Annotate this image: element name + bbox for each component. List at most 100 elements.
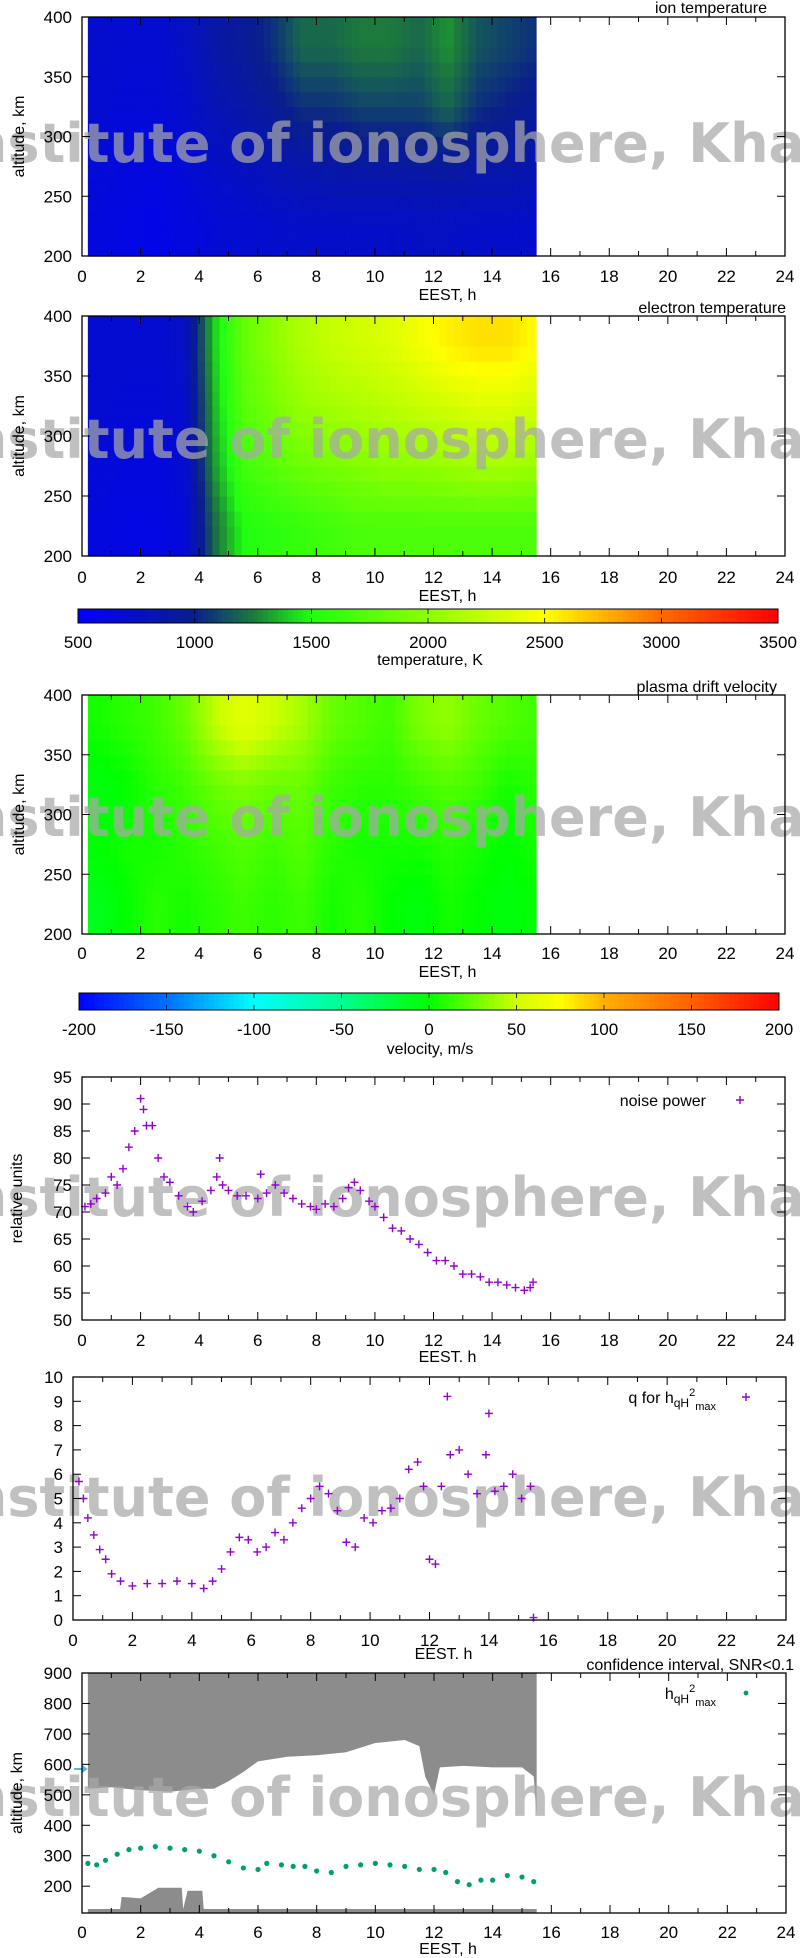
ion-heatmap-cell: [380, 121, 389, 138]
velocity-heatmap-cell: [109, 769, 118, 786]
velocity-heatmap-cell: [410, 874, 418, 890]
velocity-heatmap-cell: [344, 799, 353, 816]
electron-heatmap-cell: [534, 346, 537, 362]
velocity_colorbar-color-segment: [169, 993, 175, 1010]
ion-heatmap-cell: [505, 76, 514, 93]
electron-heatmap-cell: [153, 391, 162, 407]
ion-heatmap-cell: [475, 196, 484, 212]
ion-heatmap-cell: [226, 166, 235, 182]
electron-heatmap-cell: [124, 376, 133, 392]
ion-heatmap-cell: [241, 17, 250, 33]
ion-heatmap-cell: [497, 121, 506, 138]
electron-heatmap-cell: [329, 511, 338, 527]
velocity-heatmap-cell: [263, 814, 272, 831]
velocity-heatmap-cell: [175, 874, 184, 890]
ion-heatmap-cell: [373, 181, 382, 197]
velocity-heatmap-cell: [424, 754, 433, 771]
velocity-heatmap-cell: [388, 754, 397, 771]
electron-heatmap-cell: [314, 421, 323, 437]
electron-heatmap-cell: [212, 331, 221, 347]
ion-heatmap-cell: [314, 121, 323, 138]
temperature_colorbar-tick-label: 3000: [642, 633, 680, 652]
ion-heatmap-cell: [527, 226, 536, 242]
electron-heatmap-cell: [146, 541, 155, 557]
velocity-heatmap-cell: [226, 724, 235, 741]
velocity-heatmap-cell: [329, 799, 338, 816]
velocity-heatmap-cell: [336, 844, 345, 860]
ion-heatmap-cell: [248, 76, 257, 93]
electron-heatmap-cell: [153, 421, 162, 437]
electron-heatmap-cell: [197, 436, 206, 452]
velocity-heatmap-cell: [300, 724, 309, 741]
electron-heatmap-cell: [226, 541, 235, 557]
velocity_colorbar-color-segment: [349, 993, 355, 1010]
ion-heatmap-cell: [175, 196, 184, 212]
velocity-heatmap-cell: [468, 919, 477, 935]
legend-label-part: max: [695, 1401, 716, 1413]
ion-heatmap-cell: [329, 151, 338, 167]
electron-heatmap-cell: [307, 331, 316, 347]
velocity-heatmap-cell: [87, 784, 96, 801]
electron-heatmap-cell: [388, 526, 397, 542]
ion-heatmap-cell: [95, 196, 104, 212]
electron-heatmap-cell: [527, 451, 536, 467]
velocity-heatmap-cell: [388, 739, 397, 756]
velocity-heatmap-cell: [314, 919, 323, 935]
velocity-heatmap-cell: [124, 695, 133, 711]
ion-heatmap-cell: [497, 136, 506, 153]
velocity-heatmap-cell: [483, 769, 492, 786]
velocity-heatmap-cell: [454, 859, 462, 875]
velocity-heatmap-cell: [102, 919, 111, 935]
q-data-point: [253, 1547, 262, 1556]
electron-heatmap-cell: [197, 526, 206, 542]
electron-heatmap-cell: [153, 331, 162, 347]
velocity-heatmap-cell: [124, 754, 133, 771]
ion-heatmap-cell: [95, 17, 104, 33]
velocity-heatmap-cell: [512, 844, 521, 860]
electron-heatmap-cell: [219, 526, 228, 542]
electron-heatmap-cell: [102, 451, 111, 467]
velocity-heatmap-cell: [248, 859, 257, 875]
velocity-heatmap-cell: [344, 874, 353, 890]
electron-heatmap-cell: [131, 511, 140, 527]
watermark-text: Institute of ionosphere, Kharkiv: [0, 408, 800, 471]
electron-heatmap-cell: [292, 406, 301, 422]
velocity_colorbar-color-segment: [259, 993, 265, 1010]
electron-heatmap-cell: [95, 511, 104, 527]
ion-heatmap-cell: [351, 31, 360, 48]
electron-x-tick-label: 22: [717, 568, 736, 587]
velocity-heatmap-cell: [131, 904, 140, 920]
velocity-heatmap-cell: [329, 784, 338, 801]
electron-heatmap-cell: [424, 331, 433, 347]
ion-heatmap-cell: [351, 46, 360, 63]
hmax-data-point: [343, 1863, 349, 1870]
electron-heatmap-cell: [117, 421, 126, 437]
hmax-x-tick-label: 6: [253, 1923, 262, 1942]
velocity-heatmap-cell: [307, 814, 316, 831]
electron-heatmap-cell: [380, 406, 389, 422]
ion-heatmap-cell: [139, 136, 148, 153]
electron-heatmap-cell: [358, 391, 367, 407]
temperature_colorbar-color-segment: [88, 609, 94, 623]
ion-heatmap-cell: [234, 17, 243, 33]
ion-heatmap-cell: [475, 91, 484, 108]
electron-heatmap-cell: [505, 481, 514, 497]
velocity-heatmap-cell: [256, 889, 265, 905]
q-data-point: [404, 1465, 413, 1474]
velocity-heatmap-cell: [183, 695, 191, 711]
ion-heatmap-cell: [395, 121, 404, 138]
electron-heatmap-cell: [161, 511, 170, 527]
electron-heatmap-cell: [190, 526, 199, 542]
electron-heatmap-cell: [212, 391, 221, 407]
electron-heatmap-cell: [344, 316, 353, 332]
velocity-heatmap-cell: [285, 844, 294, 860]
velocity-heatmap-cell: [366, 814, 375, 831]
velocity-heatmap-cell: [161, 814, 170, 831]
velocity-heatmap-cell: [146, 709, 155, 726]
ion-heatmap-cell: [212, 121, 221, 138]
velocity-heatmap-cell: [226, 904, 235, 920]
arrow-marker-icon: [74, 1765, 88, 1773]
velocity_colorbar-color-segment: [269, 993, 275, 1010]
velocity-heatmap-cell: [461, 889, 470, 905]
temperature-colorbar-label: temperature, K: [377, 652, 483, 669]
